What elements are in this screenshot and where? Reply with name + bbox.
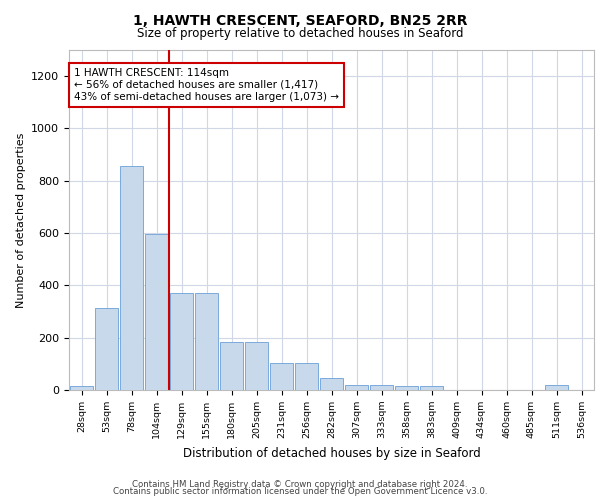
Text: Size of property relative to detached houses in Seaford: Size of property relative to detached ho… [137,28,463,40]
Bar [295,362,318,390]
Bar [170,293,193,390]
Bar [195,293,218,390]
Bar [70,386,93,390]
Bar [545,386,568,390]
X-axis label: Distribution of detached houses by size in Seaford: Distribution of detached houses by size … [182,446,481,460]
Text: Contains public sector information licensed under the Open Government Licence v3: Contains public sector information licen… [113,488,487,496]
Bar [370,386,393,390]
Bar [395,386,418,390]
Bar [420,386,443,390]
Bar [120,166,143,390]
Bar [245,342,268,390]
Bar [145,234,168,390]
Bar [95,308,118,390]
Text: 1 HAWTH CRESCENT: 114sqm
← 56% of detached houses are smaller (1,417)
43% of sem: 1 HAWTH CRESCENT: 114sqm ← 56% of detach… [74,68,339,102]
Text: Contains HM Land Registry data © Crown copyright and database right 2024.: Contains HM Land Registry data © Crown c… [132,480,468,489]
Bar [345,385,368,390]
Bar [270,362,293,390]
Bar [320,378,343,390]
Text: 1, HAWTH CRESCENT, SEAFORD, BN25 2RR: 1, HAWTH CRESCENT, SEAFORD, BN25 2RR [133,14,467,28]
Bar [220,342,243,390]
Y-axis label: Number of detached properties: Number of detached properties [16,132,26,308]
